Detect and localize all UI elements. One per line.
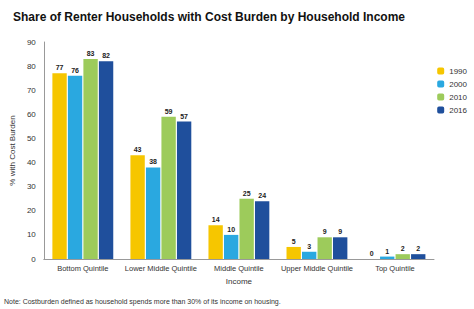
svg-text:20: 20 bbox=[27, 206, 36, 215]
svg-text:Upper Middle Quintile: Upper Middle Quintile bbox=[281, 264, 353, 273]
svg-text:1: 1 bbox=[385, 248, 389, 255]
svg-text:0: 0 bbox=[31, 255, 36, 264]
svg-text:9: 9 bbox=[338, 228, 342, 235]
svg-text:3: 3 bbox=[307, 243, 311, 250]
svg-text:Top Quintile: Top Quintile bbox=[375, 264, 415, 273]
svg-text:82: 82 bbox=[102, 52, 110, 59]
svg-text:10: 10 bbox=[27, 230, 36, 239]
svg-text:76: 76 bbox=[71, 67, 79, 74]
svg-text:14: 14 bbox=[212, 216, 220, 223]
svg-text:24: 24 bbox=[258, 192, 266, 199]
svg-text:43: 43 bbox=[134, 146, 142, 153]
svg-text:70: 70 bbox=[27, 86, 36, 95]
svg-text:Middle Quintile: Middle Quintile bbox=[214, 264, 264, 273]
svg-text:5: 5 bbox=[292, 238, 296, 245]
svg-text:Lower Middle Quintile: Lower Middle Quintile bbox=[125, 264, 197, 273]
svg-text:77: 77 bbox=[56, 64, 64, 71]
svg-text:2016: 2016 bbox=[449, 106, 467, 115]
svg-text:1990: 1990 bbox=[449, 67, 467, 76]
svg-text:90: 90 bbox=[27, 38, 36, 47]
svg-text:Bottom Quintile: Bottom Quintile bbox=[57, 264, 108, 273]
svg-text:57: 57 bbox=[180, 113, 188, 120]
svg-text:Note: Costburden defined as ho: Note: Costburden defined as household sp… bbox=[4, 298, 281, 306]
svg-text:2000: 2000 bbox=[449, 80, 467, 89]
svg-text:9: 9 bbox=[323, 228, 327, 235]
svg-text:60: 60 bbox=[27, 110, 36, 119]
svg-text:0: 0 bbox=[370, 250, 374, 257]
svg-text:25: 25 bbox=[243, 190, 251, 197]
svg-text:10: 10 bbox=[227, 226, 235, 233]
svg-text:38: 38 bbox=[149, 158, 157, 165]
svg-text:Income: Income bbox=[226, 277, 253, 286]
svg-text:2: 2 bbox=[416, 245, 420, 252]
svg-text:50: 50 bbox=[27, 134, 36, 143]
svg-text:% with Cost Burden: % with Cost Burden bbox=[8, 115, 17, 185]
svg-text:80: 80 bbox=[27, 62, 36, 71]
svg-text:40: 40 bbox=[27, 158, 36, 167]
svg-text:Share of Renter Households wit: Share of Renter Households with Cost Bur… bbox=[13, 10, 405, 24]
svg-text:30: 30 bbox=[27, 182, 36, 191]
svg-text:59: 59 bbox=[165, 108, 173, 115]
svg-text:83: 83 bbox=[87, 50, 95, 57]
svg-text:2010: 2010 bbox=[449, 93, 467, 102]
svg-text:2: 2 bbox=[401, 245, 405, 252]
